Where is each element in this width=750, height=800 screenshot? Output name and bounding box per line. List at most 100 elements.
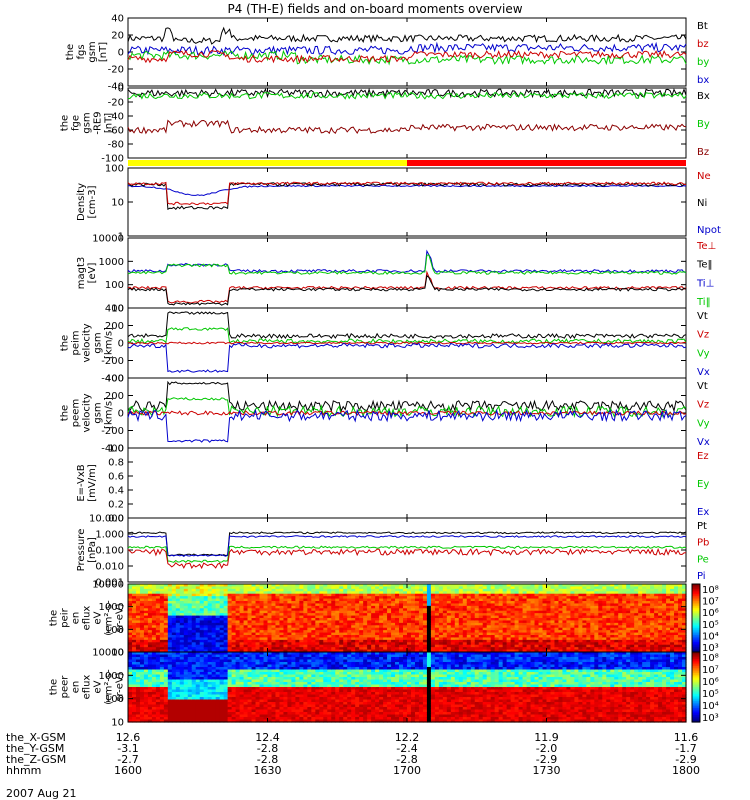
- y-tick-label: 100: [105, 280, 124, 291]
- y-axis-label: the: [60, 405, 71, 421]
- x-axis-value: 1630: [253, 764, 282, 777]
- y-tick-label: 10000: [92, 580, 124, 591]
- mode-bar-segment: [128, 160, 407, 166]
- legend-Pt: Pt: [697, 521, 707, 532]
- y-tick-label: 400: [105, 304, 124, 315]
- y-tick-label: 40: [111, 14, 124, 25]
- pi-line: [127, 535, 687, 558]
- bx-line: [127, 41, 687, 56]
- panel-frame: [127, 87, 687, 159]
- y-axis-label: fgs: [76, 44, 87, 59]
- legend-Pe: Pe: [697, 554, 709, 565]
- legend-by: by: [697, 57, 709, 68]
- y-axis-label: gsm: [93, 402, 104, 423]
- y-axis-label: [mV/m]: [87, 464, 98, 502]
- x-axis-row-name: the_X-GSM: [6, 731, 66, 744]
- colorbar-label: 10⁶: [702, 608, 719, 619]
- y-tick-label: 0: [118, 339, 124, 350]
- y-tick-label: 1.0: [108, 444, 124, 455]
- npot-line: [127, 184, 687, 197]
- y-tick-label: 0.0: [108, 514, 124, 525]
- y-tick-label: 1000: [99, 602, 124, 613]
- y-axis-label: [km/s]: [104, 327, 115, 359]
- y-tick-label: 0: [118, 48, 124, 59]
- bt-line: [127, 26, 687, 45]
- pt-line: [127, 531, 687, 557]
- x-axis-value: -2.4: [396, 742, 418, 755]
- y-tick-label: -80: [108, 140, 124, 151]
- colorbar-label: 10⁵: [702, 620, 719, 631]
- y-axis-label: [nT]: [98, 42, 109, 62]
- x-axis-value: 12.4: [255, 731, 280, 744]
- panel-frame: [127, 447, 687, 519]
- y-tick-label: 100: [105, 694, 124, 705]
- y-axis-label: magt3: [76, 257, 87, 290]
- y-tick-label: 0.6: [108, 472, 124, 483]
- y-tick-label: -20: [108, 65, 124, 76]
- y-axis-label: velocity: [82, 323, 93, 362]
- x-axis-value: 1800: [672, 764, 700, 777]
- legend-Te⊥: Te⊥: [696, 241, 716, 252]
- y-tick-label: 0: [118, 84, 124, 95]
- x-axis-value: -2.9: [675, 753, 697, 766]
- x-axis-value: 1600: [114, 764, 142, 777]
- x-axis-value: -2.9: [535, 753, 558, 766]
- y-tick-label: -60: [108, 126, 124, 137]
- y-tick-label: 10: [111, 304, 124, 315]
- legend-Vy: Vy: [697, 348, 710, 359]
- legend-Ti‖: Ti‖: [696, 297, 711, 308]
- y-axis-label: fge: [71, 115, 82, 131]
- y-tick-label: 10: [111, 718, 124, 729]
- y-axis-label: the: [49, 679, 60, 695]
- panel-frame: [127, 167, 687, 237]
- legend-bz: bz: [697, 39, 709, 50]
- legend-Npot: Npot: [697, 225, 721, 236]
- pb-line: [127, 547, 687, 570]
- legend-Bx: Bx: [697, 91, 710, 102]
- y-tick-label: 20: [111, 31, 124, 42]
- y-tick-label: 10000: [92, 648, 124, 659]
- y-tick-label: 10.000: [89, 514, 124, 525]
- x-axis-value: -2.7: [117, 753, 139, 766]
- y-tick-label: 0: [118, 409, 124, 420]
- y-tick-label: 10: [111, 648, 124, 659]
- colorbar-label: 10⁷: [702, 665, 719, 676]
- vz-line: [127, 341, 687, 345]
- x-axis-value: 12.2: [394, 731, 420, 744]
- x-axis-value: -3.1: [117, 742, 139, 755]
- y-tick-label: 0.001: [95, 578, 124, 589]
- y-tick-label: 1000: [99, 257, 124, 268]
- vy-line: [127, 327, 687, 345]
- y-axis-label: velocity: [82, 393, 93, 432]
- legend-Ex: Ex: [697, 507, 709, 518]
- y-axis-label: [cm-3]: [87, 185, 98, 218]
- colorbar-label: 10⁴: [702, 701, 719, 712]
- colorbar-label: 10⁸: [702, 653, 719, 664]
- x-axis-row-name: the_Y-GSM: [6, 742, 65, 755]
- y-axis-label: en: [71, 681, 82, 694]
- legend-Te‖: Te‖: [696, 260, 713, 271]
- y-tick-label: 1.000: [95, 530, 124, 541]
- y-tick-label: 0.100: [95, 546, 124, 557]
- ti-par-line: [127, 254, 687, 275]
- y-axis-label: the: [49, 610, 60, 626]
- legend-Ni: Ni: [697, 198, 707, 209]
- ne-line: [127, 181, 686, 206]
- legend-Vz: Vz: [697, 400, 709, 411]
- y-axis-label: -RE9: [93, 111, 104, 134]
- legend-Pb: Pb: [697, 538, 709, 549]
- y-tick-label: 100: [105, 164, 124, 175]
- y-axis-label: (cm²-s-: [104, 669, 115, 705]
- x-axis-value: -2.8: [396, 753, 418, 766]
- x-axis-value: 1730: [532, 764, 561, 777]
- colorbar-label: 10³: [702, 713, 719, 724]
- y-axis-label: Density: [76, 183, 87, 221]
- x-axis-row-name: the_Z-GSM: [6, 753, 67, 766]
- y-axis-label: (cm²-s-: [104, 600, 115, 636]
- colorbar-label: 10³: [702, 643, 719, 654]
- legend-Ey: Ey: [697, 479, 709, 490]
- y-tick-label: 200: [105, 391, 124, 402]
- legend-Bz: Bz: [697, 147, 709, 158]
